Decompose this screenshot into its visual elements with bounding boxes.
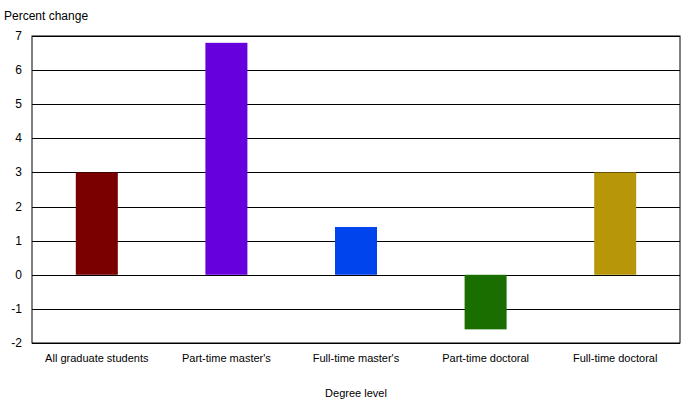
y-tick-label: 7	[15, 29, 22, 43]
y-axis-label: Percent change	[4, 9, 88, 23]
grid-line	[32, 172, 680, 173]
grid-line	[32, 104, 680, 105]
grid-line	[32, 138, 680, 139]
x-tick-label: Part-time doctoral	[442, 352, 529, 364]
y-tick-label: 6	[15, 63, 22, 77]
x-tick-label: Full-time doctoral	[573, 352, 657, 364]
plot-frame	[32, 36, 680, 343]
grid-line	[32, 36, 680, 37]
bar	[594, 172, 636, 274]
y-tick-label: 4	[15, 131, 22, 145]
grid-line	[32, 70, 680, 71]
y-tick-label: -1	[11, 302, 22, 316]
bar	[76, 172, 118, 274]
bar	[205, 43, 247, 275]
chart: -2 -1 0 1 2 3 4 5 6 7 All graduate students Part-ti…	[0, 0, 685, 403]
x-tick-label: Part-time master's	[182, 352, 271, 364]
bar	[465, 275, 507, 330]
grid-line	[32, 207, 680, 208]
grid-line	[32, 343, 680, 344]
grid-line	[32, 275, 680, 276]
y-tick-label: 2	[15, 200, 22, 214]
bars	[76, 43, 636, 330]
bar	[335, 227, 377, 275]
y-tick-label: 0	[15, 268, 22, 282]
x-axis-label: Degree level	[325, 387, 387, 399]
x-tick-label: All graduate students	[45, 352, 149, 364]
grid-line	[32, 309, 680, 310]
y-tick-label: 3	[15, 165, 22, 179]
x-tick-label: Full-time master's	[313, 352, 400, 364]
y-tick-label: 1	[15, 234, 22, 248]
chart-container: -2 -1 0 1 2 3 4 5 6 7 All graduate students Part-ti…	[0, 0, 685, 403]
y-tick-label: 5	[15, 97, 22, 111]
y-tick-label: -2	[11, 336, 22, 350]
